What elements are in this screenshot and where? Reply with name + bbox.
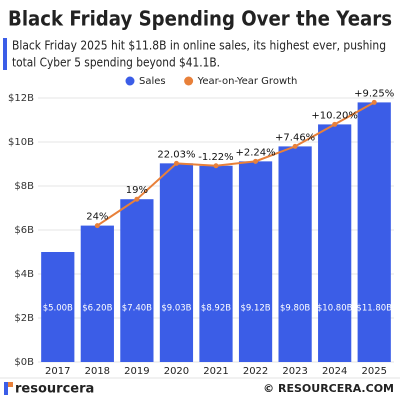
x-tick-label: 2023 (282, 366, 307, 377)
logo-bar (4, 382, 8, 395)
growth-point (134, 196, 140, 202)
y-tick-label: $4B (14, 269, 34, 280)
growth-label: +2.24% (235, 147, 275, 158)
brand-logo (4, 382, 13, 395)
bar (41, 252, 75, 362)
bar-value-label: $10.80B (317, 304, 353, 314)
bar (120, 199, 154, 362)
y-tick-label: $8B (14, 181, 34, 192)
source: © RESOURCERA.COM (263, 382, 394, 395)
bar (357, 102, 391, 363)
subtitle: total Cyber 5 spending beyond $41.1B. (12, 56, 220, 70)
logo-bar (8, 382, 13, 387)
bar-value-label: $9.80B (280, 304, 310, 314)
growth-label: 19% (126, 185, 148, 196)
subtitle: Black Friday 2025 hit $11.8B in online s… (12, 39, 386, 53)
y-tick-label: $2B (14, 313, 34, 324)
growth-point (213, 163, 219, 169)
growth-point (173, 160, 179, 166)
x-tick-label: 2017 (45, 366, 70, 377)
growth-label: -1.22% (198, 152, 233, 163)
x-tick-label: 2021 (203, 366, 228, 377)
growth-point (253, 158, 259, 164)
growth-label: +9.25% (354, 88, 394, 99)
y-tick-label: $6B (14, 225, 34, 236)
growth-label: 22.03% (157, 149, 195, 160)
x-tick-label: 2019 (124, 366, 149, 377)
legend: Sales Year-on-Year Growth (125, 76, 298, 87)
growth-point (371, 99, 377, 105)
bar (199, 165, 233, 362)
growth-label: +10.20% (311, 110, 358, 121)
growth-point (94, 223, 100, 229)
bar-value-label: $9.12B (240, 304, 270, 314)
bar-value-label: $5.00B (43, 304, 73, 314)
bar (278, 146, 312, 362)
bar-value-label: $7.40B (122, 304, 152, 314)
bar-value-label: $9.03B (161, 304, 191, 314)
x-tick-label: 2025 (361, 366, 386, 377)
growth-line (96, 101, 375, 227)
bar (80, 225, 114, 362)
bar (159, 163, 194, 362)
x-tick-label: 2024 (322, 366, 347, 377)
bar-value-label: $6.20B (82, 304, 112, 314)
legend-label: Year-on-Year Growth (197, 76, 298, 87)
subtitle-accent (3, 38, 7, 70)
growth-point (292, 143, 298, 149)
bar (238, 161, 273, 362)
y-tick-label: $10B (8, 137, 34, 148)
bar-value-label: $11.80B (356, 304, 392, 314)
bar (318, 124, 352, 363)
growth-label: 24% (86, 212, 108, 223)
y-tick-label: $12B (8, 93, 34, 104)
growth-point (332, 121, 338, 127)
growth-label: +7.46% (275, 132, 315, 143)
x-tick-label: 2020 (164, 366, 189, 377)
x-tick-label: 2018 (85, 366, 110, 377)
chart-title: Black Friday Spending Over the Years (8, 7, 392, 31)
legend-swatch (125, 76, 135, 86)
brand: resourcera (15, 382, 94, 397)
y-tick-label: $0B (14, 357, 34, 368)
legend-swatch (184, 76, 194, 86)
bar-value-label: $8.92B (201, 304, 231, 314)
x-tick-label: 2022 (243, 366, 268, 377)
legend-label: Sales (139, 76, 166, 87)
